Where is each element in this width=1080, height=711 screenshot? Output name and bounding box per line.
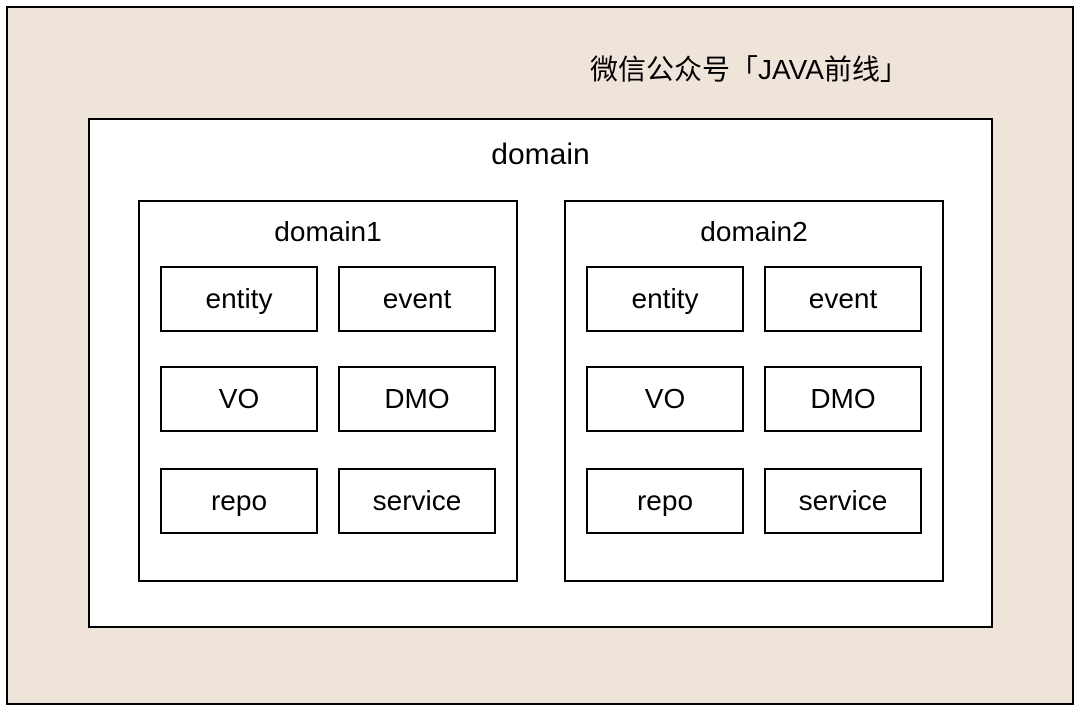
cell-entity: entity — [586, 266, 744, 332]
cell-repo: repo — [160, 468, 318, 534]
subdomain-title: domain1 — [140, 216, 516, 248]
subdomain-title: domain2 — [566, 216, 942, 248]
cell-vo: VO — [586, 366, 744, 432]
cell-repo: repo — [586, 468, 744, 534]
cell-service: service — [338, 468, 496, 534]
cell-entity: entity — [160, 266, 318, 332]
domain-title: domain — [90, 138, 991, 172]
cell-dmo: DMO — [764, 366, 922, 432]
cell-event: event — [764, 266, 922, 332]
cell-service: service — [764, 468, 922, 534]
cell-vo: VO — [160, 366, 318, 432]
cell-dmo: DMO — [338, 366, 496, 432]
cell-event: event — [338, 266, 496, 332]
watermark-text: 微信公众号「JAVA前线」 — [590, 48, 908, 88]
